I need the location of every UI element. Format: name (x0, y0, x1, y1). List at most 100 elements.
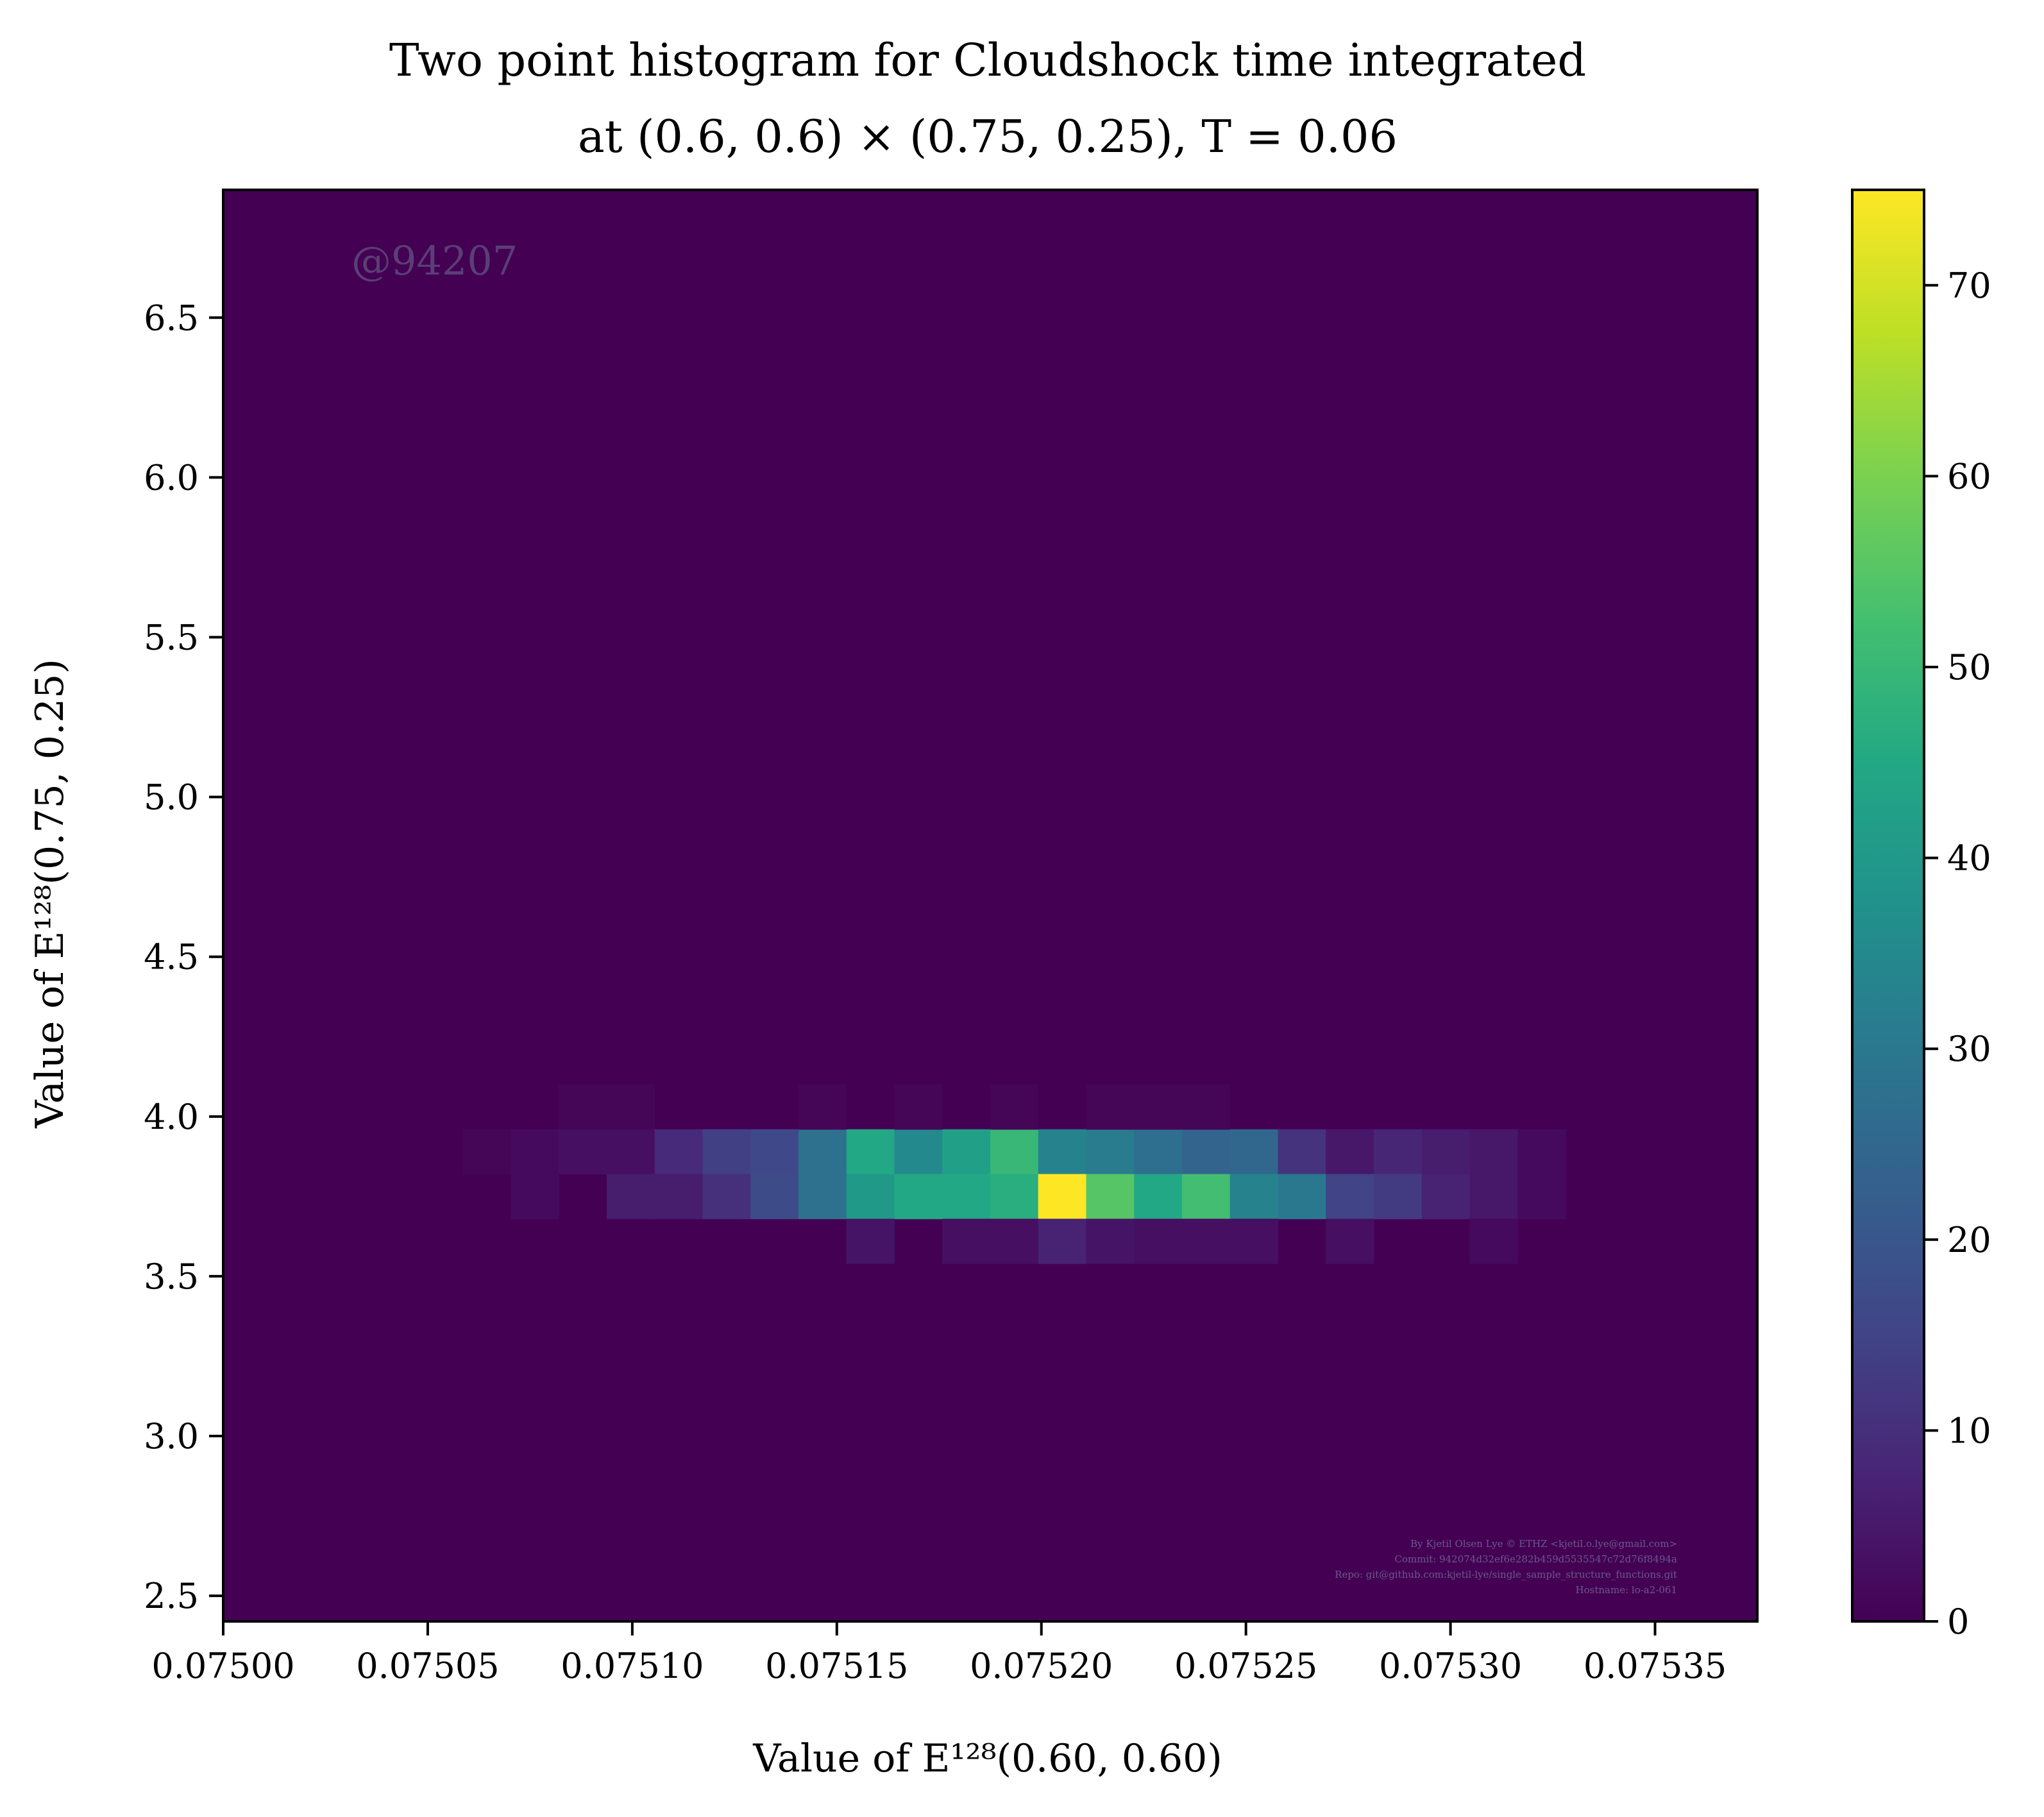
heatmap-cell (798, 1129, 847, 1175)
heatmap-cell (1469, 1174, 1518, 1219)
heatmap-cell (942, 1174, 991, 1219)
heatmap-cell (1326, 1174, 1374, 1219)
heatmap-cell (607, 1129, 655, 1175)
colorbar-tick-label: 60 (1947, 456, 1991, 496)
heatmap-cell (894, 1085, 943, 1130)
heatmap-cell (1326, 1129, 1374, 1175)
heatmap-cell (846, 1219, 895, 1264)
colorbar-tick-label: 20 (1947, 1220, 1991, 1260)
heatmap-cell (1229, 1129, 1279, 1175)
credit-line: By Kjetil Olsen Lye © ETHZ <kjetil.o.lye… (1410, 1538, 1677, 1550)
heatmap-cell (942, 1129, 991, 1175)
heatmap-cell (1374, 1174, 1423, 1219)
colorbar-ticks: 0 10 20 30 40 50 60 70 (1924, 266, 1991, 1642)
chart-title-line1: Two point histogram for Cloudshock time … (389, 34, 1586, 87)
heatmap-cell (798, 1174, 847, 1219)
heatmap-cell (654, 1129, 704, 1175)
heatmap-cell (1469, 1219, 1518, 1264)
x-tick-label: 0.07515 (765, 1646, 908, 1686)
colorbar-tick-label: 70 (1947, 266, 1991, 306)
x-tick-label: 0.07510 (561, 1646, 704, 1686)
heatmap-cell (990, 1174, 1039, 1219)
heatmap-cell (1086, 1174, 1135, 1219)
y-tick-label: 3.5 (144, 1256, 199, 1297)
heatmap-cell (1469, 1129, 1518, 1175)
x-tick-label: 0.07505 (356, 1646, 499, 1686)
heatmap-cell (1182, 1129, 1231, 1175)
plot-area: @94207 By Kjetil Olsen Lye © ETHZ <kjeti… (222, 189, 1759, 1623)
heatmap-cell (750, 1129, 799, 1175)
heatmap-cell (1421, 1174, 1471, 1219)
x-tick-label: 0.07500 (151, 1646, 294, 1686)
y-tick-label: 5.5 (144, 618, 199, 658)
heatmap-cell (1086, 1085, 1135, 1130)
heatmap-cell (846, 1174, 895, 1219)
colorbar-tick-label: 40 (1947, 838, 1991, 879)
y-tick-label: 4.0 (144, 1097, 199, 1137)
heatmap-cell (1517, 1174, 1566, 1219)
credits-block: By Kjetil Olsen Lye © ETHZ <kjetil.o.lye… (1335, 1538, 1677, 1596)
heatmap-cell (559, 1085, 607, 1130)
x-tick-label: 0.07535 (1584, 1646, 1727, 1686)
heatmap-cell (942, 1219, 991, 1264)
heatmap-cell (990, 1129, 1039, 1175)
heatmap-cell (846, 1129, 895, 1175)
y-tick-label: 5.0 (144, 777, 199, 818)
heatmap-cell (654, 1174, 704, 1219)
heatmap-cell (1086, 1219, 1135, 1264)
y-tick-label: 4.5 (144, 937, 199, 977)
heatmap-cell (894, 1129, 943, 1175)
colorbar (1851, 189, 1925, 1623)
heatmap-cell (702, 1174, 751, 1219)
heatmap-cell (462, 1129, 512, 1175)
y-tick-label: 6.5 (144, 298, 199, 338)
heatmap-cell (1229, 1219, 1279, 1264)
watermark-text: @94207 (351, 237, 518, 284)
heatmap-cell (750, 1174, 799, 1219)
heatmap-cell (607, 1085, 655, 1130)
heatmap-cell (511, 1174, 559, 1219)
colorbar-tick-label: 50 (1947, 647, 1991, 688)
heatmap-cell (1278, 1129, 1326, 1175)
heatmap-cell (1134, 1219, 1183, 1264)
plot-background (223, 190, 1757, 1621)
heatmap-cell (1134, 1085, 1183, 1130)
heatmap-cell (1229, 1174, 1279, 1219)
heatmap-cell (702, 1129, 751, 1175)
x-tick-label: 0.07525 (1174, 1646, 1317, 1686)
colorbar-tick-label: 10 (1947, 1410, 1991, 1451)
heatmap-cell (1134, 1174, 1183, 1219)
credit-line: Hostname: lo-a2-061 (1576, 1584, 1677, 1596)
y-axis-ticks: 2.5 3.0 3.5 4.0 4.5 5.0 5.5 6.0 6.5 (144, 298, 223, 1616)
y-axis-label: Value of E¹²⁸(0.75, 0.25) (28, 659, 72, 1129)
heatmap-cell (1086, 1129, 1135, 1175)
heatmap-cell (1134, 1129, 1183, 1175)
heatmap-cell (511, 1129, 559, 1175)
heatmap-cell (1374, 1129, 1423, 1175)
heatmap-cell (1278, 1174, 1326, 1219)
x-tick-label: 0.07520 (970, 1646, 1113, 1686)
heatmap-cell (1326, 1219, 1374, 1264)
credit-line: Commit: 942074d32ef6e282b459d5535547c72d… (1394, 1553, 1677, 1565)
heatmap-cell (1517, 1129, 1566, 1175)
heatmap-cells (462, 1085, 1566, 1264)
chart-title-line2: at (0.6, 0.6) × (0.75, 0.25), T = 0.06 (578, 110, 1398, 163)
heatmap-cell (894, 1174, 943, 1219)
credit-line: Repo: git@github.com:kjetil-lye/single_s… (1335, 1569, 1677, 1580)
heatmap-cell (1038, 1174, 1087, 1219)
heatmap-cell (607, 1174, 655, 1219)
heatmap-cell (1038, 1219, 1087, 1264)
x-axis-label: Value of E¹²⁸(0.60, 0.60) (752, 1736, 1222, 1781)
y-tick-label: 3.0 (144, 1416, 199, 1457)
heatmap-cell (1038, 1129, 1087, 1175)
heatmap-cell (798, 1085, 847, 1130)
heatmap-cell (990, 1085, 1039, 1130)
heatmap-cell (1182, 1219, 1231, 1264)
colorbar-tick-label: 0 (1947, 1601, 1969, 1642)
heatmap-cell (990, 1219, 1039, 1264)
heatmap-cell (1182, 1174, 1231, 1219)
y-tick-label: 2.5 (144, 1576, 199, 1616)
heatmap-cell (1182, 1085, 1231, 1130)
heatmap-cell (559, 1129, 607, 1175)
